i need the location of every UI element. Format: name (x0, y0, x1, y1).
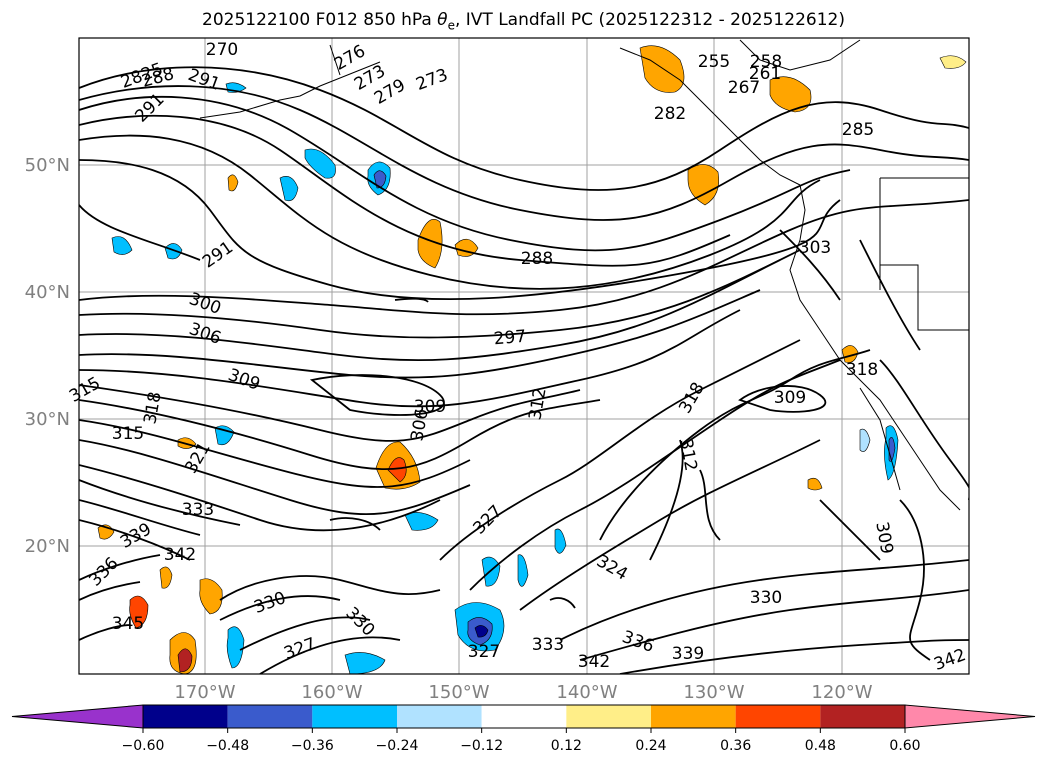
contour-label: 342 (164, 545, 196, 565)
title-main: 2025122100 F012 850 hPa (202, 10, 438, 30)
colorbar-tick-label: −0.48 (206, 738, 249, 754)
colorbar-bin (735, 705, 821, 728)
colorbar-bin (481, 705, 567, 728)
contour-label: 288 (521, 249, 553, 269)
lat-label-50n: 50°N (25, 155, 70, 176)
negative-anomaly-w-1 (111, 236, 133, 255)
contour-label: 261 (749, 64, 781, 84)
positive-anomaly-baja (807, 477, 823, 491)
positive-anomaly-far-east (939, 55, 967, 69)
contour-label: 339 (672, 644, 704, 664)
lon-label-140w: 140°W (556, 682, 617, 703)
colorbar-tick-label: −0.12 (460, 738, 503, 754)
colorbar-outline (142, 704, 906, 729)
contour-label: 282 (654, 104, 686, 124)
positive-anomaly-sw-2-core (177, 648, 193, 673)
negative-anomaly-n-pacific-3 (279, 176, 299, 202)
colorbar-tick-label: −0.36 (291, 738, 334, 754)
contour-label: 330 (750, 588, 782, 608)
title-sub: e (447, 18, 455, 33)
colorbar-tick-label: 0.36 (720, 738, 751, 754)
positive-anomaly-small-1 (227, 174, 239, 192)
colorbar-bin (227, 705, 313, 728)
contour-label: 315 (112, 424, 144, 444)
positive-anomaly-east (841, 345, 859, 363)
contour-label: 333 (182, 500, 214, 520)
colorbar-bin (397, 705, 482, 728)
lon-label-130w: 130°W (683, 682, 744, 703)
colorbar-bin (651, 705, 736, 728)
contour-label: 258 (750, 52, 782, 72)
contour-label: 327 (468, 642, 500, 662)
negative-anomaly-se-4 (554, 528, 567, 554)
theta-e-contours (79, 66, 969, 674)
contour-label: 345 (112, 614, 144, 634)
lon-label-150w: 150°W (428, 682, 489, 703)
positive-anomaly-n-pacific-1 (417, 219, 443, 269)
lon-label-120w: 120°W (811, 682, 872, 703)
colorbar-bin (143, 705, 228, 728)
colorbar-tick-label: 0.60 (889, 738, 920, 754)
contour-label: 255 (698, 52, 730, 72)
positive-anomaly-subtropic-core (387, 457, 407, 483)
contour-label: 285 (842, 120, 874, 140)
contour-label: 267 (728, 78, 760, 98)
positive-anomaly-sw-1 (199, 578, 223, 615)
contour-label: 309 (414, 397, 446, 417)
contour-label: 309 (774, 388, 806, 408)
negative-anomaly-hawaii (404, 512, 439, 531)
contour-label: 342 (578, 652, 610, 672)
lat-label-40n: 40°N (25, 282, 70, 303)
colorbar-extend-low (11, 704, 144, 729)
colorbar-tick-label: 0.12 (551, 738, 582, 754)
contour-label: 270 (206, 40, 238, 60)
colorbar-bin (566, 705, 651, 728)
ivt-shading (97, 45, 967, 674)
title-rest: , IVT Landfall PC (2025122312 - 20251226… (454, 10, 845, 30)
colorbar-tick-label: −0.24 (376, 738, 419, 754)
map-border (78, 37, 970, 675)
negative-anomaly-s (226, 626, 245, 669)
negative-anomaly-e-2 (859, 428, 871, 452)
lon-label-170w: 170°W (174, 682, 235, 703)
positive-anomaly-bc (769, 76, 812, 113)
negative-anomaly-se-1-center (474, 625, 489, 638)
gridlines (79, 38, 969, 674)
colorbar-tick-label: 0.48 (805, 738, 836, 754)
colorbar-bin (312, 705, 397, 728)
positive-anomaly-gulf-alaska (639, 45, 685, 93)
figure-title: 2025122100 F012 850 hPa θe, IVT Landfall… (0, 10, 1047, 32)
colorbar-extend-high (904, 704, 1036, 729)
positive-anomaly-sw-4 (159, 566, 173, 589)
positive-anomaly-sw-3 (129, 595, 149, 629)
negative-anomaly-w-2 (164, 243, 183, 260)
contour-label: 318 (846, 360, 878, 380)
colorbar-bin (820, 705, 905, 728)
contour-label: 297 (493, 327, 527, 350)
title-symbol: θ (437, 10, 448, 30)
colorbar: −0.60 −0.48 −0.36 −0.24 −0.12 0.12 0.24 0.36 0.4… (11, 704, 1036, 754)
colorbar-tick-label: −0.60 (122, 738, 165, 754)
lat-label-20n: 20°N (25, 536, 70, 557)
coastlines (199, 39, 969, 511)
positive-anomaly-oregon (687, 164, 719, 206)
contour-label: 333 (532, 635, 564, 655)
lat-label-30n: 30°N (25, 409, 70, 430)
lon-label-160w: 160°W (301, 682, 362, 703)
contour-label: 303 (799, 238, 831, 258)
negative-anomaly-se-5 (517, 554, 529, 587)
negative-anomaly-se-2 (481, 556, 501, 587)
colorbar-tick-label: 0.24 (635, 738, 666, 754)
negative-anomaly-n-pacific-1 (304, 148, 336, 179)
